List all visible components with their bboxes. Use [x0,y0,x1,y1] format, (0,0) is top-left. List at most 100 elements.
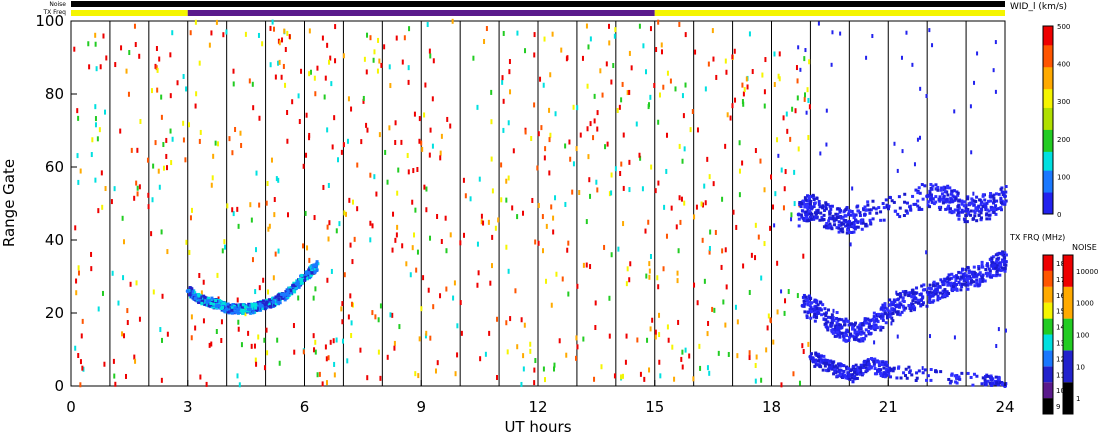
noise-echo [314,286,317,292]
noise-echo [325,356,328,362]
series-point [990,383,994,387]
freq-colorbar-tick: 12 [1056,355,1065,363]
series-point [809,202,813,206]
noise-echo [334,24,337,30]
noise-echo [409,272,412,278]
series-point [814,304,818,308]
series-point [1003,256,1007,260]
series-point [263,307,267,311]
series-point [931,197,935,201]
noise-echo [188,249,191,255]
noise-echo [831,30,834,35]
noise-echo [82,366,85,372]
series-point [852,375,856,379]
series-point [268,305,272,309]
series-point [971,198,975,202]
series-point [286,289,290,293]
noise-echo [490,89,493,95]
series-point [844,220,848,224]
noise-echo [564,143,567,149]
series-point [831,361,835,365]
series-point [911,293,915,297]
noise-echo [313,75,316,81]
noise-echo [234,126,237,132]
series-point [995,381,999,385]
noise-echo [630,65,633,71]
noise-echo [341,319,344,325]
noise-echo [156,67,159,73]
noise-echo [699,365,702,371]
width-colorbar-cell [1043,195,1053,199]
series-point [837,220,841,224]
noise-echo [272,26,275,32]
noise-echo [648,261,651,267]
noise-echo [720,264,723,270]
freq-colorbar-cell [1043,318,1053,335]
noise-echo [417,373,420,379]
noise-echo [194,19,197,25]
series-point [881,314,885,318]
noise-echo [523,322,526,328]
series-anchor-point [808,205,813,210]
noise-echo [839,31,842,36]
series-point [987,267,991,271]
noise-echo [478,176,481,182]
series-point [243,309,247,313]
noise-echo [439,155,442,161]
noise-echo [601,92,604,98]
noise-echo [392,211,395,217]
series-point [830,365,834,369]
noise-echo [476,104,479,110]
series-point [872,360,876,364]
noise-echo [754,255,757,261]
x-tick-label: 9 [416,398,426,416]
noise-echo [666,70,669,76]
noise-echo [491,188,494,194]
series-point [806,299,810,303]
series-point [921,371,925,375]
series-point [954,376,958,380]
noise-echo [133,354,136,360]
noise-echo [98,127,101,133]
series-point [272,296,276,300]
series-point [906,291,910,295]
series-point [813,319,817,323]
series-point [1004,382,1008,386]
width-colorbar-cell [1043,85,1053,90]
noise-echo [210,30,213,36]
noise-echo [646,337,649,343]
series-point [193,291,197,295]
noise-echo [305,152,308,158]
noise-echo [431,143,434,149]
noise-echo [407,169,410,175]
series-point [838,362,842,366]
series-point [921,288,925,292]
series-point [971,383,975,387]
series-point [950,276,954,280]
series-point [838,331,842,335]
x-tick-label: 3 [183,398,193,416]
noise-echo [663,204,666,210]
noise-echo [895,290,898,295]
series-point [885,316,889,320]
series-point [258,302,262,306]
x-tick-label: 15 [645,398,664,416]
series-point [837,370,841,374]
series-point [856,330,860,334]
series-point [844,317,848,321]
series-point [875,211,879,215]
noise-echo [576,344,579,350]
series-point [975,374,979,378]
noise-echo [112,358,115,364]
x-tick-label: 24 [995,398,1014,416]
noise-echo [582,262,585,268]
series-point [850,209,854,213]
noise-colorbar-tick: 100 [1076,332,1089,340]
series-point [301,277,305,281]
series-point [946,280,950,284]
series-point [980,263,984,267]
series-point [801,209,805,213]
noise-echo [232,68,235,74]
noise-echo [674,86,677,92]
noise-echo [502,98,505,104]
